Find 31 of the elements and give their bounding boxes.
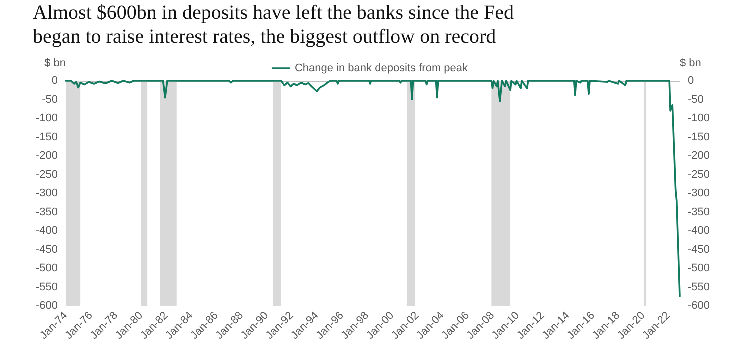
line-series [65, 80, 681, 298]
y-tick-label: -450 [36, 244, 58, 256]
y2-tick-label: -400 [688, 225, 710, 237]
legend-label: Change in bank deposits from peak [294, 62, 469, 74]
y-tick-label: -550 [36, 281, 58, 294]
y-tick-label: -150 [36, 131, 58, 144]
y2-tick-label: -250 [688, 168, 710, 181]
y-tick-label: -350 [36, 206, 58, 218]
y2-axis-title: $ bn [680, 58, 702, 70]
y2-tick-label: -200 [688, 150, 710, 162]
y-tick-label: -500 [36, 262, 58, 274]
y2-tick-label: -350 [688, 206, 710, 218]
y-axis-title: $ bn [44, 58, 66, 70]
y2-tick-label: -500 [688, 262, 710, 274]
y-tick-label: -200 [36, 150, 58, 162]
y-tick-label: -50 [42, 94, 58, 106]
y2-tick-label: -450 [688, 244, 710, 256]
y2-tick-label: -550 [688, 281, 710, 294]
y-tick-label: -600 [36, 300, 58, 312]
y2-tick-label: -600 [688, 300, 710, 312]
y2-tick-label: 0 [688, 75, 694, 87]
y-tick-label: -100 [36, 112, 58, 124]
y-tick-label: -300 [36, 188, 58, 200]
y2-tick-label: -50 [688, 94, 704, 106]
y2-tick-label: -300 [688, 188, 710, 200]
y-tick-label: 0 [52, 75, 58, 87]
y-tick-label: -250 [36, 168, 58, 181]
chart-title: Almost $600bn in deposits have left the banks since the Fed began to raise interest rates, the biggest outflow on record [33, 2, 520, 48]
y-tick-label: -400 [36, 225, 58, 237]
y2-tick-label: -100 [688, 112, 710, 124]
y2-tick-label: -150 [688, 131, 710, 144]
